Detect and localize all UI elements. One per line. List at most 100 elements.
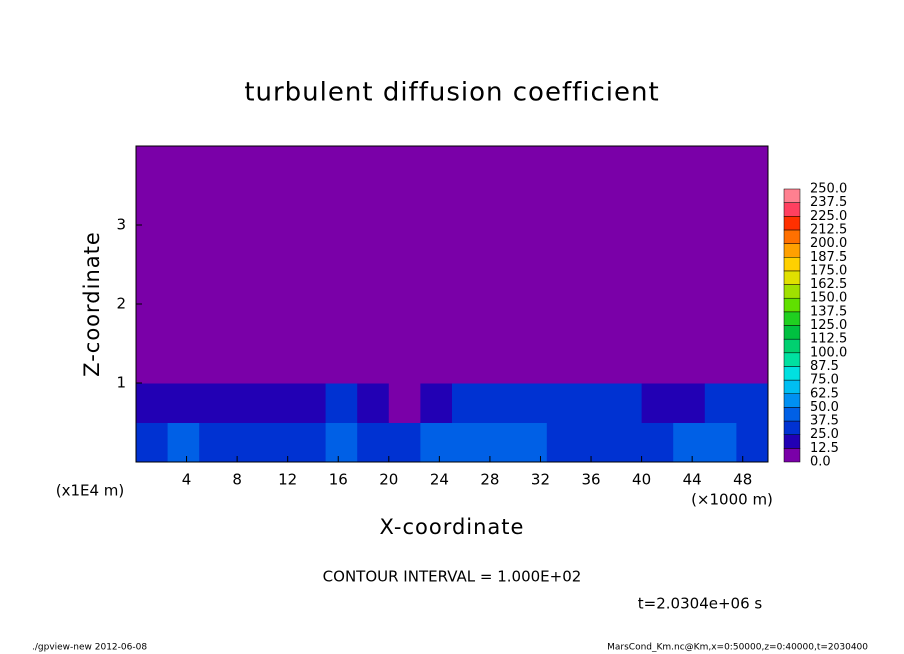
cell [610, 146, 643, 186]
cell [357, 264, 390, 305]
cell [420, 264, 453, 305]
cell [199, 422, 232, 463]
cell [610, 304, 643, 344]
cell [136, 146, 169, 186]
colorbar-swatch [783, 448, 801, 463]
contour-interval: CONTOUR INTERVAL = 1.000E+02 [323, 568, 582, 586]
cell [515, 383, 548, 423]
cell [199, 185, 232, 226]
cell [578, 422, 611, 463]
chart-title: turbulent diffusion coefficient [244, 78, 659, 108]
cell [736, 304, 769, 344]
colorbar-label: 75.0 [810, 373, 839, 388]
cell [420, 304, 453, 344]
cell [167, 185, 200, 226]
x-tick-label: 32 [531, 471, 550, 489]
time-label: t=2.0304e+06 s [638, 595, 763, 613]
cell [641, 343, 674, 384]
cell [420, 383, 453, 423]
colorbar-swatch [783, 229, 801, 244]
cell [262, 146, 295, 186]
cell [610, 422, 643, 463]
cell [388, 422, 421, 463]
cell [167, 264, 200, 305]
x-axis-unit: (×1000 m) [691, 491, 773, 509]
cell [546, 146, 579, 186]
cell [704, 383, 737, 423]
cell [483, 422, 516, 463]
x-tick-label: 20 [379, 471, 398, 489]
colorbar-swatch [783, 311, 801, 326]
cell [578, 383, 611, 423]
colorbar-label: 187.5 [810, 250, 847, 265]
cell [515, 264, 548, 305]
cell [420, 225, 453, 265]
x-tick-label: 40 [632, 471, 651, 489]
cell [641, 264, 674, 305]
cell [420, 185, 453, 226]
cell [641, 383, 674, 423]
cell [388, 185, 421, 226]
cell [483, 225, 516, 265]
cell [515, 146, 548, 186]
cell [325, 225, 358, 265]
cell [546, 343, 579, 384]
colorbar-swatch [783, 284, 801, 299]
cell [736, 185, 769, 226]
cell [294, 383, 327, 423]
colorbar-swatch [783, 434, 801, 449]
cell [262, 264, 295, 305]
y-axis-label: Z-coordinate [80, 231, 104, 377]
cell [704, 304, 737, 344]
cell [230, 264, 263, 305]
colorbar-label: 87.5 [810, 359, 839, 374]
cell [641, 422, 674, 463]
x-tick-label: 8 [232, 471, 242, 489]
cell [420, 422, 453, 463]
cell [452, 383, 485, 423]
footer-left: ./gpview-new 2012-06-08 [32, 643, 147, 653]
colorbar-swatch [783, 379, 801, 395]
cell [578, 304, 611, 344]
x-tick-label: 4 [182, 471, 192, 489]
cell [736, 146, 769, 186]
cell [483, 264, 516, 305]
cell [136, 304, 169, 344]
cell [736, 264, 769, 305]
cell [673, 146, 706, 186]
cell [578, 343, 611, 384]
cell [262, 185, 295, 226]
x-tick-label: 48 [733, 471, 752, 489]
cell [452, 225, 485, 265]
cell [167, 422, 200, 463]
colorbar-swatch [783, 270, 801, 285]
colorbar-label: 237.5 [810, 195, 847, 210]
cell [420, 146, 453, 186]
cell [262, 343, 295, 384]
cell [515, 422, 548, 463]
cell [388, 225, 421, 265]
cell [230, 225, 263, 265]
cell [546, 383, 579, 423]
x-tick-label: 12 [278, 471, 297, 489]
cell [704, 146, 737, 186]
cell [136, 225, 169, 265]
cell [704, 225, 737, 265]
cell [452, 422, 485, 463]
cell [357, 422, 390, 463]
cell [452, 343, 485, 384]
cell [325, 185, 358, 226]
colorbar-label: 137.5 [810, 304, 847, 319]
cell [136, 185, 169, 226]
cell [230, 343, 263, 384]
colorbar-swatch [783, 407, 801, 422]
cell [704, 343, 737, 384]
colorbar-swatch [783, 243, 801, 258]
cell [325, 422, 358, 463]
cell [673, 383, 706, 423]
colorbar-swatch [783, 352, 801, 367]
cell [167, 383, 200, 423]
cell [641, 225, 674, 265]
cell [673, 264, 706, 305]
cell [515, 343, 548, 384]
